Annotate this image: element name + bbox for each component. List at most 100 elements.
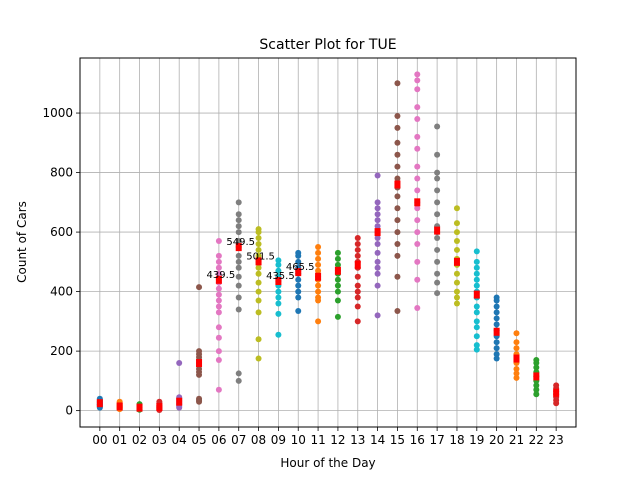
x-tick-label: 16: [410, 433, 425, 447]
data-point: [453, 205, 460, 212]
x-tick-label: 00: [92, 433, 107, 447]
data-point: [354, 282, 361, 289]
data-point: [394, 229, 401, 236]
data-point: [315, 318, 322, 325]
data-points: [96, 71, 560, 414]
data-point: [533, 391, 540, 398]
x-axis-label: Hour of the Day: [280, 456, 375, 470]
data-point: [394, 252, 401, 259]
data-point: [414, 133, 421, 140]
data-point: [394, 80, 401, 87]
x-tick-label: 13: [350, 433, 365, 447]
median-annotation: 435.5: [266, 271, 295, 282]
data-point: [394, 217, 401, 224]
data-point: [533, 382, 540, 389]
data-point: [235, 258, 242, 265]
median-marker: [513, 354, 520, 363]
data-point: [235, 252, 242, 259]
data-point: [354, 246, 361, 253]
x-tick-label: 02: [132, 433, 147, 447]
data-point: [394, 151, 401, 158]
data-point: [255, 279, 262, 286]
data-point: [255, 246, 262, 253]
x-tick-label: 20: [489, 433, 504, 447]
data-point: [315, 255, 322, 262]
data-point: [315, 267, 322, 274]
data-point: [434, 199, 441, 206]
data-point: [215, 270, 222, 277]
data-point: [513, 345, 520, 352]
x-tick-label: 11: [310, 433, 325, 447]
data-point: [453, 246, 460, 253]
data-point: [295, 276, 302, 283]
median-marker: [354, 260, 361, 269]
data-point: [374, 264, 381, 271]
median-annotation: 549.5: [226, 237, 255, 248]
data-point: [255, 288, 262, 295]
data-point: [414, 276, 421, 283]
data-point: [493, 345, 500, 352]
data-point: [315, 282, 322, 289]
data-point: [215, 348, 222, 355]
data-point: [414, 187, 421, 194]
data-point: [215, 285, 222, 292]
x-tick-label: 23: [549, 433, 564, 447]
data-point: [374, 217, 381, 224]
data-point: [295, 294, 302, 301]
median-marker: [255, 257, 262, 266]
data-point: [414, 104, 421, 111]
median-marker: [533, 372, 540, 381]
data-point: [553, 382, 560, 389]
data-point: [434, 270, 441, 277]
data-point: [275, 267, 282, 274]
data-point: [414, 116, 421, 123]
data-point: [434, 246, 441, 253]
data-point: [394, 124, 401, 131]
data-point: [374, 249, 381, 256]
data-point: [334, 313, 341, 320]
series-hour-18: [453, 205, 460, 307]
data-point: [414, 175, 421, 182]
data-point: [374, 205, 381, 212]
data-point: [374, 172, 381, 179]
data-point: [196, 395, 203, 402]
y-tick-label: 1000: [42, 106, 73, 120]
median-marker: [215, 275, 222, 284]
data-point: [394, 175, 401, 182]
data-point: [533, 364, 540, 371]
data-point: [434, 175, 441, 182]
median-marker: [315, 272, 322, 281]
data-point: [394, 163, 401, 170]
data-point: [334, 282, 341, 289]
data-point: [414, 240, 421, 247]
median-marker: [453, 257, 460, 266]
data-point: [235, 282, 242, 289]
data-point: [414, 71, 421, 78]
y-tick-label: 400: [50, 285, 73, 299]
data-point: [354, 288, 361, 295]
data-point: [434, 151, 441, 158]
data-point: [215, 258, 222, 265]
y-tick-label: 800: [50, 166, 73, 180]
data-point: [354, 235, 361, 242]
data-point: [196, 284, 203, 291]
data-point: [255, 336, 262, 343]
data-point: [434, 235, 441, 242]
x-tick-label: 08: [251, 433, 266, 447]
data-point: [255, 355, 262, 362]
data-point: [453, 294, 460, 301]
median-marker: [493, 327, 500, 336]
data-point: [453, 279, 460, 286]
data-point: [235, 306, 242, 313]
data-point: [473, 264, 480, 271]
data-point: [235, 238, 242, 245]
data-point: [394, 205, 401, 212]
data-point: [255, 309, 262, 316]
data-point: [334, 249, 341, 256]
chart-title: Scatter Plot for TUE: [259, 37, 396, 53]
data-point: [215, 291, 222, 298]
data-point: [354, 252, 361, 259]
x-tick-label: 04: [172, 433, 187, 447]
data-point: [215, 303, 222, 310]
